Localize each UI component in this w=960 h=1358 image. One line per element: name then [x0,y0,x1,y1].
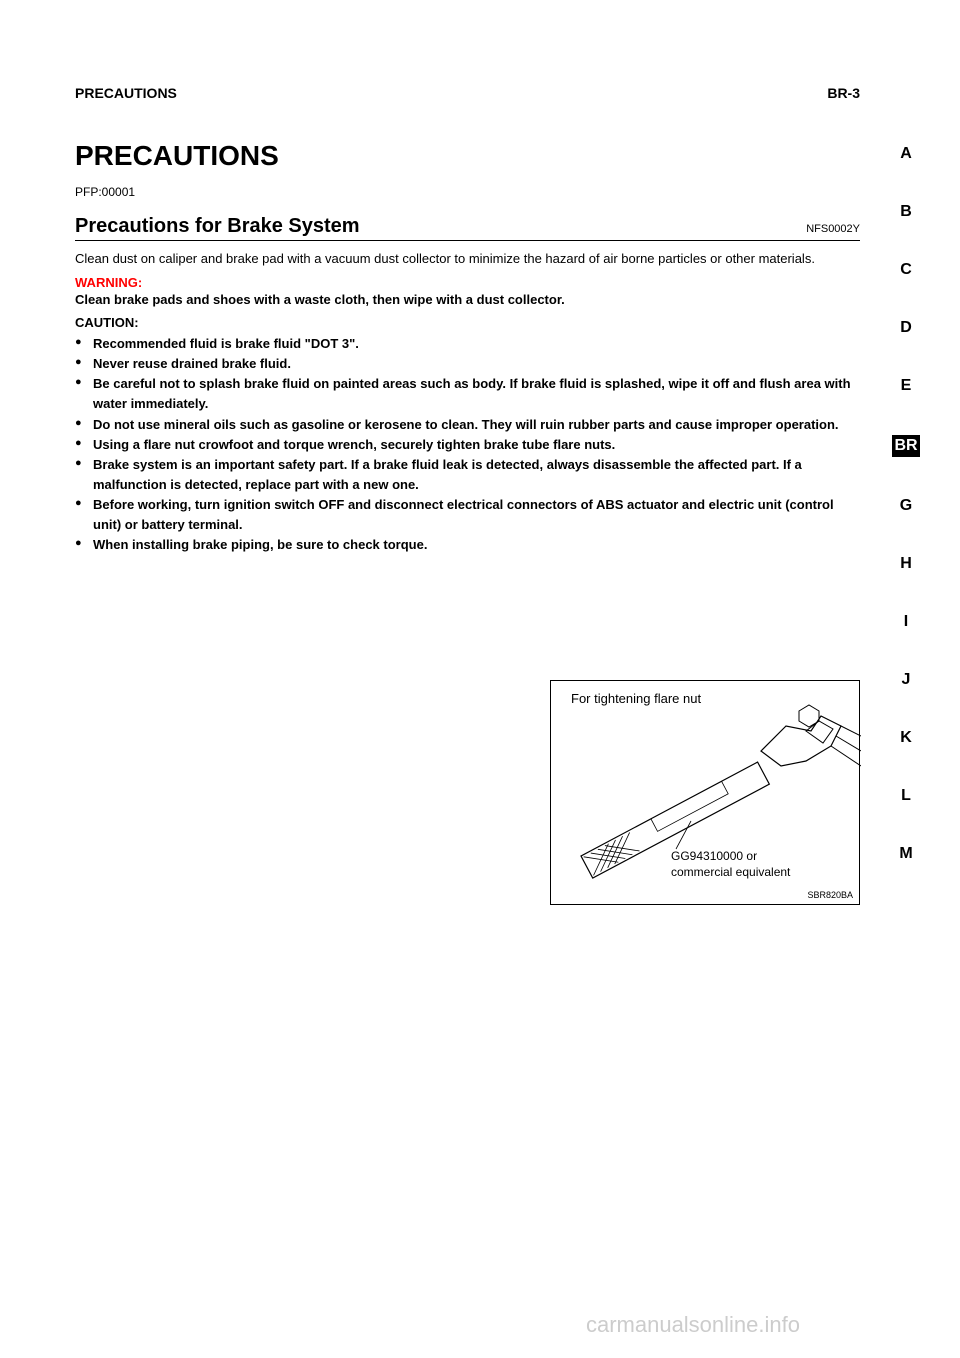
figure: For tightening flare nut GG94310000 or [550,680,860,905]
tab-m[interactable]: M [892,845,920,863]
tab-d[interactable]: D [892,319,920,337]
subsection-code: NFS0002Y [806,223,860,235]
tab-g[interactable]: G [892,497,920,515]
list-item: Recommended fluid is brake fluid "DOT 3"… [75,334,860,354]
figure-label-line2: commercial equivalent [671,865,790,879]
list-item: Brake system is an important safety part… [75,455,860,495]
page-header: PRECAUTIONS BR-3 [75,85,860,101]
tab-e[interactable]: E [892,377,920,395]
warning-label: WARNING: [75,275,860,290]
header-left: PRECAUTIONS [75,85,177,101]
caution-label: CAUTION: [75,315,860,330]
figure-tool-label: GG94310000 or commercial equivalent [671,849,790,880]
list-item: Never reuse drained brake fluid. [75,354,860,374]
section-title: PRECAUTIONS [75,140,279,172]
list-item: Using a flare nut crowfoot and torque wr… [75,435,860,455]
subsection: Precautions for Brake System NFS0002Y Cl… [75,215,860,556]
tab-l[interactable]: L [892,787,920,805]
tab-h[interactable]: H [892,555,920,573]
figure-label-line1: GG94310000 or [671,849,757,863]
pfp-code: PFP:00001 [75,185,135,199]
tab-i[interactable]: I [892,613,920,631]
subsection-title: Precautions for Brake System [75,215,360,238]
subsection-header: Precautions for Brake System NFS0002Y [75,215,860,241]
tab-c[interactable]: C [892,261,920,279]
figure-code: SBR820BA [807,890,853,900]
tab-a[interactable]: A [892,145,920,163]
caution-list: Recommended fluid is brake fluid "DOT 3"… [75,334,860,556]
header-right: BR-3 [827,85,860,101]
tab-j[interactable]: J [892,671,920,689]
warning-text: Clean brake pads and shoes with a waste … [75,290,860,310]
list-item: Be careful not to splash brake fluid on … [75,374,860,414]
watermark: carmanualsonline.info [586,1312,800,1338]
list-item: When installing brake piping, be sure to… [75,535,860,555]
intro-text: Clean dust on caliper and brake pad with… [75,249,860,269]
side-tabs: A B C D E BR G H I J K L M [892,145,920,863]
tab-br[interactable]: BR [892,435,920,457]
tab-b[interactable]: B [892,203,920,221]
list-item: Do not use mineral oils such as gasoline… [75,415,860,435]
tab-k[interactable]: K [892,729,920,747]
list-item: Before working, turn ignition switch OFF… [75,495,860,535]
